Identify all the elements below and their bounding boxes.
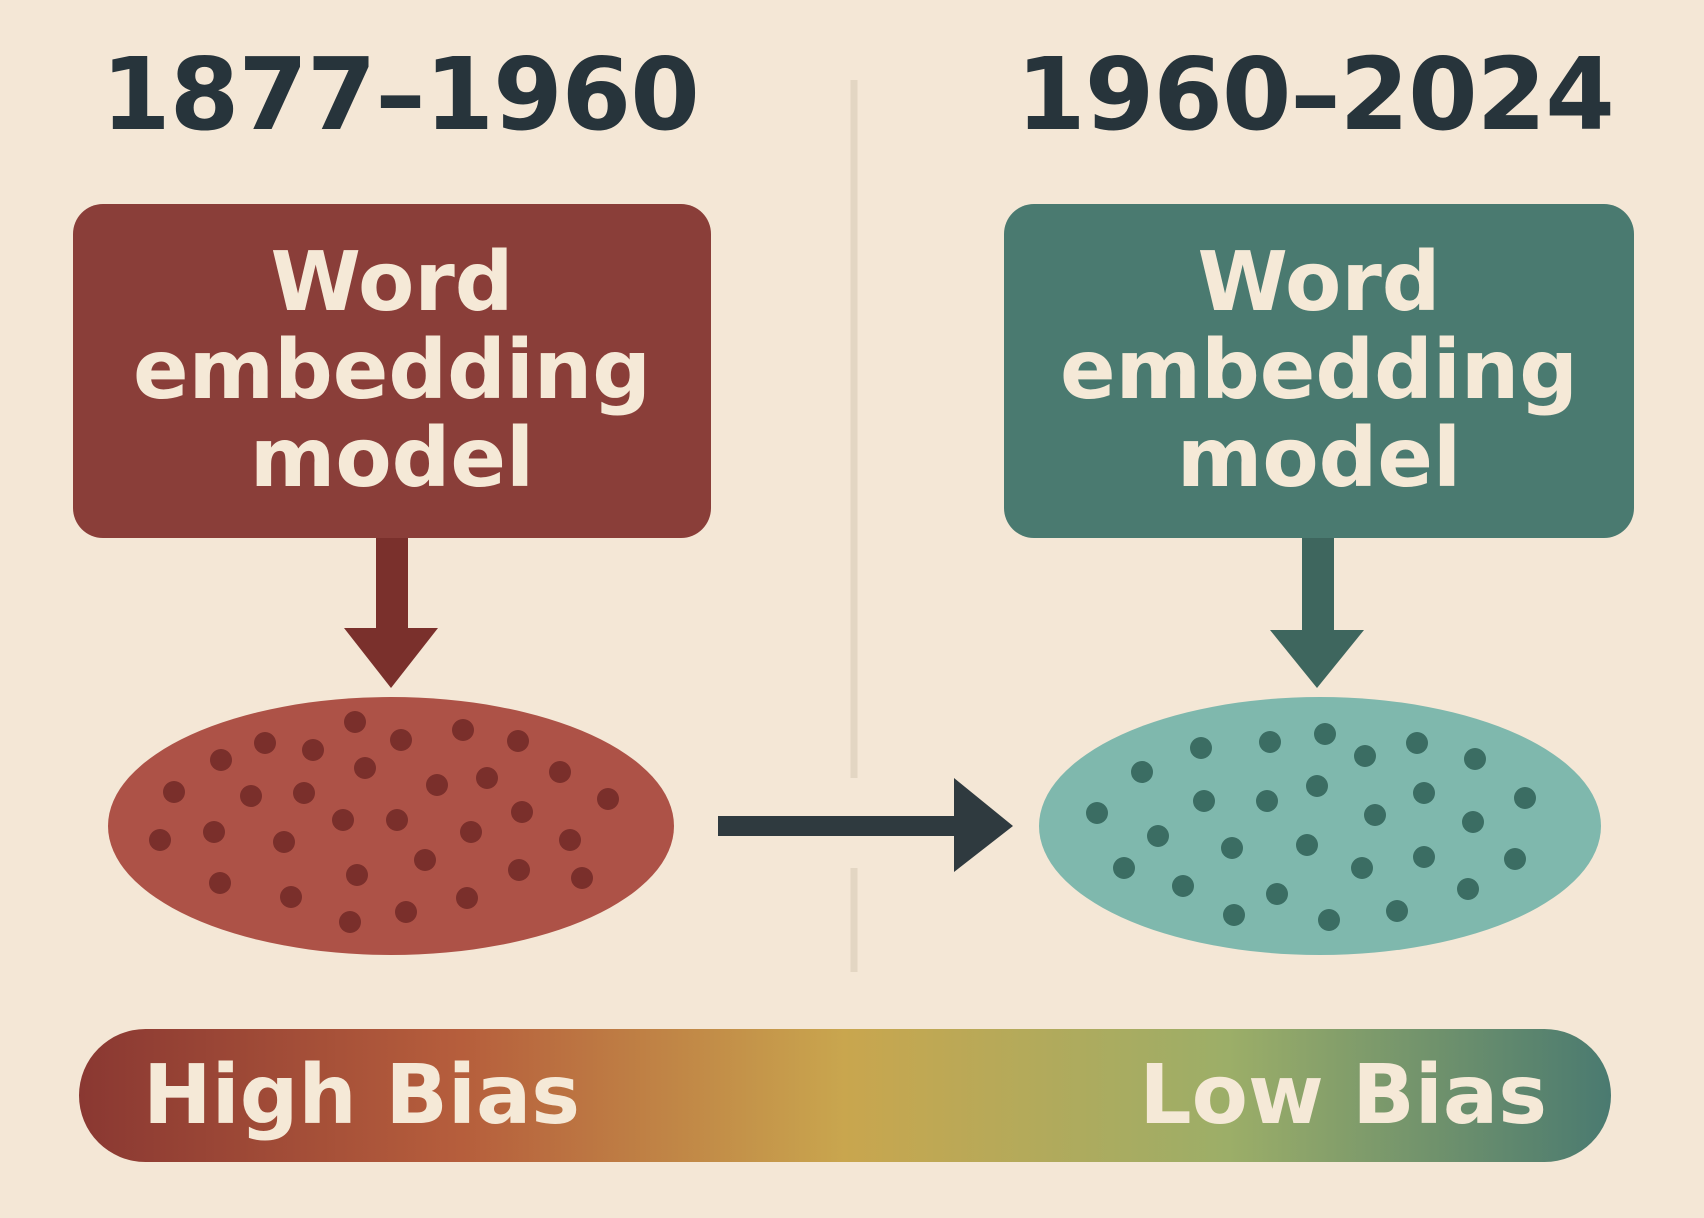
right-word-dot	[1147, 825, 1169, 847]
left-word-dot	[280, 886, 302, 908]
left-word-dot	[507, 730, 529, 752]
left-word-dot	[386, 809, 408, 831]
right-word-dot	[1464, 748, 1486, 770]
right-word-dot	[1172, 875, 1194, 897]
right-word-dot	[1296, 834, 1318, 856]
period-title-recent: 1960–2024	[1016, 36, 1615, 153]
model-label-recent: Word embedding model	[1060, 235, 1578, 506]
right-word-dot	[1256, 790, 1278, 812]
left-word-dot	[549, 761, 571, 783]
left-word-dot	[163, 781, 185, 803]
right-word-dot	[1193, 790, 1215, 812]
right-arrow-head	[1270, 630, 1364, 688]
left-word-dot	[346, 864, 368, 886]
left-word-dot	[597, 788, 619, 810]
right-word-dot	[1504, 848, 1526, 870]
left-word-dot	[339, 911, 361, 933]
left-word-dot	[426, 774, 448, 796]
right-word-dot	[1190, 737, 1212, 759]
left-cluster-dots	[149, 711, 619, 933]
model-label-early: Word embedding model	[133, 235, 651, 506]
left-arrow-shaft	[376, 536, 408, 628]
left-word-dot	[571, 867, 593, 889]
right-word-dot	[1306, 775, 1328, 797]
left-word-dot	[452, 719, 474, 741]
left-word-dot	[209, 872, 231, 894]
right-word-dot	[1462, 811, 1484, 833]
right-word-dot	[1113, 857, 1135, 879]
right-word-dot	[1266, 883, 1288, 905]
left-arrow-head	[344, 628, 438, 688]
right-word-dot	[1131, 761, 1153, 783]
right-word-dot	[1223, 904, 1245, 926]
right-cluster-dots	[1086, 723, 1536, 931]
left-word-dot	[302, 739, 324, 761]
transition-arrow-head	[954, 778, 1013, 872]
left-word-dot	[395, 901, 417, 923]
period-title-early: 1877–1960	[101, 36, 700, 153]
right-word-dot	[1351, 857, 1373, 879]
left-down-arrow	[344, 536, 438, 688]
right-word-dot	[1314, 723, 1336, 745]
right-word-dot	[1413, 782, 1435, 804]
transition-arrow-shaft	[718, 816, 958, 836]
right-down-arrow	[1270, 536, 1364, 688]
right-arrow-shaft	[1302, 536, 1334, 630]
left-word-dot	[460, 821, 482, 843]
right-word-dot	[1457, 878, 1479, 900]
transition-arrow	[718, 778, 1013, 872]
left-word-dot	[414, 849, 436, 871]
left-word-dot	[456, 887, 478, 909]
left-word-dot	[293, 782, 315, 804]
left-word-dot	[511, 801, 533, 823]
right-word-dot	[1354, 745, 1376, 767]
low-bias-label: Low Bias	[1139, 1048, 1547, 1143]
left-word-dot	[508, 859, 530, 881]
left-word-dot	[354, 757, 376, 779]
right-word-dot	[1413, 846, 1435, 868]
right-word-dot	[1318, 909, 1340, 931]
right-word-dot	[1514, 787, 1536, 809]
left-word-dot	[254, 732, 276, 754]
model-box-recent: Word embedding model	[1004, 204, 1634, 538]
model-box-early: Word embedding model	[73, 204, 711, 538]
left-word-dot	[476, 767, 498, 789]
left-word-dot	[559, 829, 581, 851]
high-bias-label: High Bias	[143, 1048, 581, 1143]
left-word-dot	[203, 821, 225, 843]
right-word-dot	[1221, 837, 1243, 859]
right-word-dot	[1364, 804, 1386, 826]
left-word-dot	[344, 711, 366, 733]
bias-scale-bar: High Bias Low Bias	[79, 1029, 1611, 1162]
left-word-dot	[332, 809, 354, 831]
right-word-dot	[1259, 731, 1281, 753]
left-word-dot	[240, 785, 262, 807]
left-word-dot	[149, 829, 171, 851]
right-word-dot	[1406, 732, 1428, 754]
left-word-dot	[390, 729, 412, 751]
left-word-dot	[273, 831, 295, 853]
left-word-dot	[210, 749, 232, 771]
right-word-dot	[1386, 900, 1408, 922]
right-word-dot	[1086, 802, 1108, 824]
